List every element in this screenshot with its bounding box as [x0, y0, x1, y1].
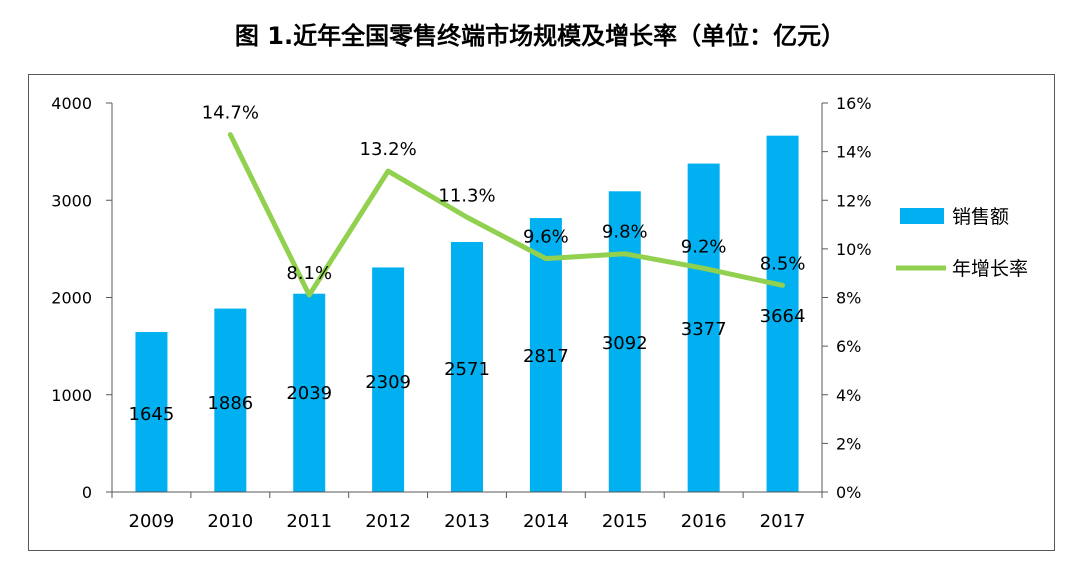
y-left-tick-label: 3000	[51, 191, 92, 210]
x-tick-label: 2010	[207, 511, 253, 532]
bars-layer	[135, 135, 799, 493]
y-right-tick-label: 2%	[836, 434, 861, 453]
x-tick-label: 2014	[523, 511, 569, 532]
legend-label-growth: 年增长率	[952, 258, 1028, 280]
x-tick-label: 2016	[681, 511, 727, 532]
bar-2017	[766, 135, 799, 492]
y-right-tick-label: 14%	[836, 143, 872, 162]
y-right-tick-label: 8%	[836, 289, 861, 308]
labels-layer: 1645 1886 2039 2309 2571 2817 3092 3377 3664 14.7…	[129, 103, 806, 425]
bar-2013	[451, 241, 483, 492]
bar-value-label: 2309	[365, 372, 411, 393]
bar-2010	[214, 308, 247, 492]
y-right-tick-label: 4%	[836, 386, 861, 405]
growth-value-label: 9.2%	[681, 236, 727, 257]
growth-value-label: 9.8%	[602, 222, 648, 243]
growth-line	[227, 132, 786, 298]
x-tick-label: 2017	[760, 511, 806, 532]
y-right-tick-label: 16%	[836, 94, 872, 113]
x-tick-label: 2011	[286, 511, 332, 532]
bar-value-label: 3664	[760, 306, 806, 327]
x-tick-label: 2013	[444, 511, 490, 532]
growth-value-label: 8.5%	[760, 253, 806, 274]
bar-value-label: 2817	[523, 346, 569, 367]
y-right-tick-label: 0%	[836, 483, 861, 502]
growth-value-label: 14.7%	[202, 103, 259, 124]
y-left-tick-label: 4000	[51, 94, 92, 113]
line-layer	[227, 132, 786, 298]
bar-2014	[529, 218, 562, 492]
growth-value-label: 11.3%	[438, 185, 495, 206]
legend-label-sales: 销售额	[952, 206, 1009, 228]
y-right-tick-label: 6%	[836, 337, 861, 356]
y-right-tick-label: 12%	[836, 191, 872, 210]
bar-value-label: 2571	[444, 359, 490, 380]
bar-2011	[293, 293, 326, 492]
bar-value-label: 1645	[129, 404, 175, 425]
bar-2012	[372, 267, 405, 492]
chart-frame	[28, 74, 1055, 551]
chart-title: 图 1.近年全国零售终端市场规模及增长率（单位：亿元）	[234, 22, 846, 50]
y-left-tick-label: 2000	[51, 289, 92, 308]
bar-value-label: 3377	[681, 319, 727, 340]
x-tick-label: 2009	[129, 511, 175, 532]
growth-value-label: 13.2%	[360, 139, 417, 160]
x-tick-label: 2015	[602, 511, 648, 532]
bar-value-label: 1886	[207, 393, 253, 414]
bar-value-label: 3092	[602, 333, 648, 354]
growth-value-label: 9.6%	[523, 227, 569, 248]
growth-value-label: 8.1%	[286, 263, 332, 284]
bar-2015	[608, 191, 641, 493]
axes-layer: 0 1000 2000 3000 4000 0% 2% 4% 6% 8% 10% 12% 14% 16% 2…	[51, 94, 871, 532]
x-tick-label: 2012	[365, 511, 411, 532]
y-right-tick-label: 10%	[836, 240, 872, 259]
bar-value-label: 2039	[286, 383, 332, 404]
bar-2009	[135, 332, 168, 492]
y-left-tick-label: 1000	[51, 386, 92, 405]
bar-2016	[687, 163, 720, 493]
y-left-tick-label: 0	[82, 483, 92, 502]
legend-swatch-sales	[900, 208, 944, 224]
